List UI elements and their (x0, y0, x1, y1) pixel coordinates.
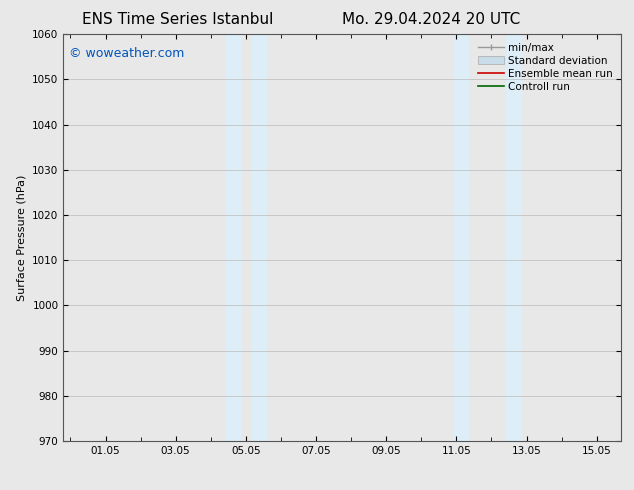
Bar (252, 34, 266, 441)
Bar (453, 34, 468, 441)
Bar (506, 34, 521, 441)
Text: © woweather.com: © woweather.com (69, 47, 184, 59)
Text: ENS Time Series Istanbul: ENS Time Series Istanbul (82, 12, 273, 27)
Legend: min/max, Standard deviation, Ensemble mean run, Controll run: min/max, Standard deviation, Ensemble me… (475, 40, 616, 95)
Bar (226, 34, 240, 441)
Text: Mo. 29.04.2024 20 UTC: Mo. 29.04.2024 20 UTC (342, 12, 521, 27)
Y-axis label: Surface Pressure (hPa): Surface Pressure (hPa) (16, 174, 27, 301)
